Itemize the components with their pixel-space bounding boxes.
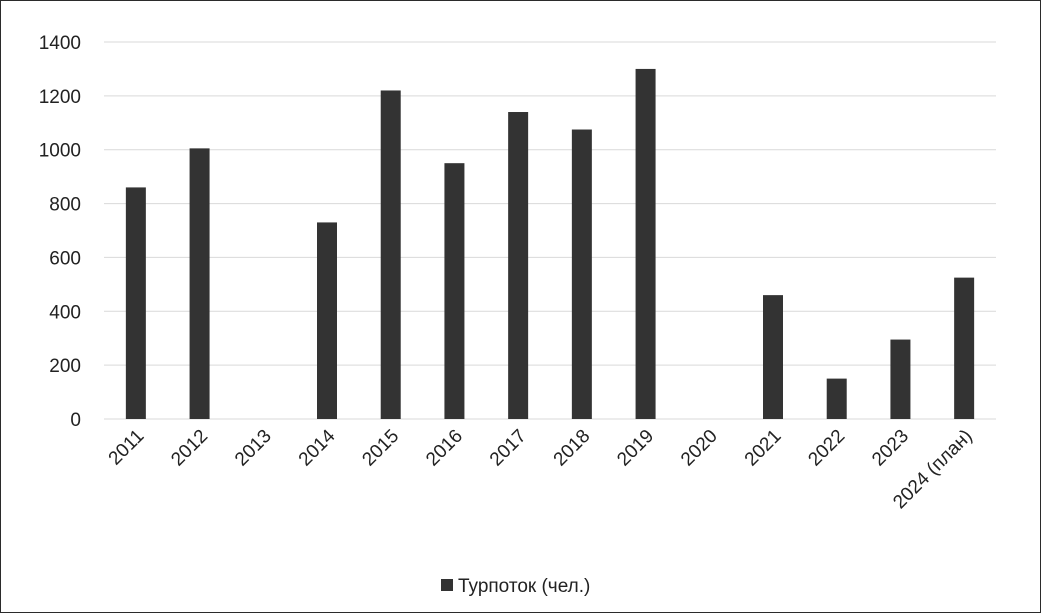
bar xyxy=(508,112,529,419)
bars xyxy=(125,68,975,419)
x-tick-label: 2014 xyxy=(295,425,340,470)
bar xyxy=(763,295,783,419)
x-axis-tick-labels: 2011 2012 2013 2014 2015 2016 2017 2018 2019 2020… xyxy=(105,425,977,513)
bar xyxy=(635,68,656,419)
bar xyxy=(826,378,847,419)
bar xyxy=(890,339,911,419)
x-tick-label: 2018 xyxy=(550,426,595,471)
y-tick-label: 200 xyxy=(49,356,81,377)
x-tick-label: 2020 xyxy=(677,426,722,471)
y-tick-label: 1200 xyxy=(39,87,81,108)
legend: Турпоток (чел.) xyxy=(441,576,590,597)
bar xyxy=(444,163,465,419)
x-tick-label: 2015 xyxy=(359,426,404,471)
x-tick-label: 2019 xyxy=(613,426,658,471)
x-tick-label: 2023 xyxy=(868,426,913,471)
y-tick-label: 600 xyxy=(49,248,81,269)
y-tick-label: 0 xyxy=(70,410,81,431)
x-tick-label: 2012 xyxy=(167,426,212,471)
legend-label: Турпоток (чел.) xyxy=(458,576,590,597)
x-tick-label: 2011 xyxy=(105,426,149,470)
y-tick-label: 1400 xyxy=(39,33,81,54)
bar xyxy=(189,148,210,419)
gridlines xyxy=(104,41,996,420)
x-tick-label: 2016 xyxy=(422,426,467,471)
y-axis-tick-labels: 0 200 400 600 800 1000 1200 1400 xyxy=(39,33,81,431)
x-tick-label: 2017 xyxy=(486,426,531,471)
x-tick-label: 2021 xyxy=(741,426,786,471)
bar xyxy=(380,90,401,419)
bar xyxy=(317,222,337,419)
y-tick-label: 1000 xyxy=(39,141,81,162)
y-tick-label: 800 xyxy=(49,195,81,216)
x-tick-label: 2022 xyxy=(805,426,850,471)
legend-swatch xyxy=(441,579,453,591)
bar xyxy=(125,187,146,419)
bar xyxy=(954,277,975,419)
x-tick-label: 2013 xyxy=(231,426,276,471)
bar xyxy=(571,129,592,419)
y-tick-label: 400 xyxy=(49,302,81,323)
